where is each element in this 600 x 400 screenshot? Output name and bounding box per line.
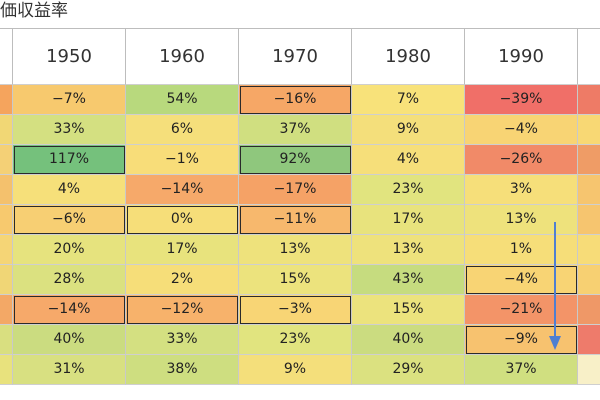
table-cell: 33%	[126, 325, 239, 355]
row-label-cell	[0, 205, 13, 235]
table-title: 価収益率	[0, 1, 68, 21]
table-cell: 15%	[352, 295, 465, 325]
table-cell: 17%	[126, 235, 239, 265]
table-cell: 28%	[13, 265, 126, 295]
next-column-cell	[578, 295, 600, 325]
column-header-1970: 1970	[239, 29, 352, 85]
table-cell: 40%	[352, 325, 465, 355]
table-cell: −21%	[465, 295, 578, 325]
table-cell: −26%	[465, 145, 578, 175]
table-cell: 20%	[13, 235, 126, 265]
next-column-cell	[578, 235, 600, 265]
table-cell: 29%	[352, 355, 465, 385]
table-cell: 4%	[352, 145, 465, 175]
table-cell: 6%	[126, 115, 239, 145]
column-header-1980: 1980	[352, 29, 465, 85]
table-cell: −11%	[239, 205, 352, 235]
table-cell: 37%	[239, 115, 352, 145]
table-cell: 38%	[126, 355, 239, 385]
table-cell: 4%	[13, 175, 126, 205]
row-label-cell	[0, 235, 13, 265]
column-header-1990: 1990	[465, 29, 578, 85]
row-label-cell	[0, 85, 13, 115]
table-cell: 9%	[239, 355, 352, 385]
table-cell: −39%	[465, 85, 578, 115]
table-cell: 1%	[465, 235, 578, 265]
table-cell: −4%	[465, 115, 578, 145]
next-column-cell	[578, 205, 600, 235]
table-cell: −4%	[465, 265, 578, 295]
table-cell: −12%	[126, 295, 239, 325]
next-column-cell	[578, 85, 600, 115]
table-cell: 15%	[239, 265, 352, 295]
row-label-cell	[0, 115, 13, 145]
table-cell: 2%	[126, 265, 239, 295]
table-cell: 3%	[465, 175, 578, 205]
returns-table: 1950 1960 1970 1980 1990 −7% 54% −16% 7% −39% 33% 6…	[0, 28, 600, 385]
table-cell: 31%	[13, 355, 126, 385]
row-label-cell	[0, 145, 13, 175]
table-cell: 13%	[465, 205, 578, 235]
table-cell: 37%	[465, 355, 578, 385]
table-cell: 54%	[126, 85, 239, 115]
table-cell: −17%	[239, 175, 352, 205]
table-cell: 23%	[239, 325, 352, 355]
table-cell: 0%	[126, 205, 239, 235]
column-header-1950: 1950	[13, 29, 126, 85]
table-cell: 117%	[13, 145, 126, 175]
table-cell: 17%	[352, 205, 465, 235]
row-label-cell	[0, 265, 13, 295]
column-header-1960: 1960	[126, 29, 239, 85]
table-cell: 92%	[239, 145, 352, 175]
table-cell: −1%	[126, 145, 239, 175]
table-cell: −16%	[239, 85, 352, 115]
next-column-cell	[578, 175, 600, 205]
table-cell: −14%	[126, 175, 239, 205]
table-cell: −14%	[13, 295, 126, 325]
table-cell: 7%	[352, 85, 465, 115]
table-cell: 13%	[352, 235, 465, 265]
table-cell: 43%	[352, 265, 465, 295]
next-column-cell	[578, 325, 600, 355]
table-cell: 40%	[13, 325, 126, 355]
table-cell: 23%	[352, 175, 465, 205]
header-corner	[0, 29, 13, 85]
next-column-cell	[578, 265, 600, 295]
table-cell: 33%	[13, 115, 126, 145]
table-cell: 9%	[352, 115, 465, 145]
table-cell: 13%	[239, 235, 352, 265]
row-label-cell	[0, 295, 13, 325]
column-header-next	[578, 29, 600, 85]
next-column-cell	[578, 145, 600, 175]
next-column-cell	[578, 115, 600, 145]
table-cell: −3%	[239, 295, 352, 325]
table-cell: −6%	[13, 205, 126, 235]
next-column-cell	[578, 355, 600, 385]
row-label-cell	[0, 355, 13, 385]
down-arrow-icon	[549, 222, 561, 350]
table-cell: −7%	[13, 85, 126, 115]
row-label-cell	[0, 175, 13, 205]
row-label-cell	[0, 325, 13, 355]
